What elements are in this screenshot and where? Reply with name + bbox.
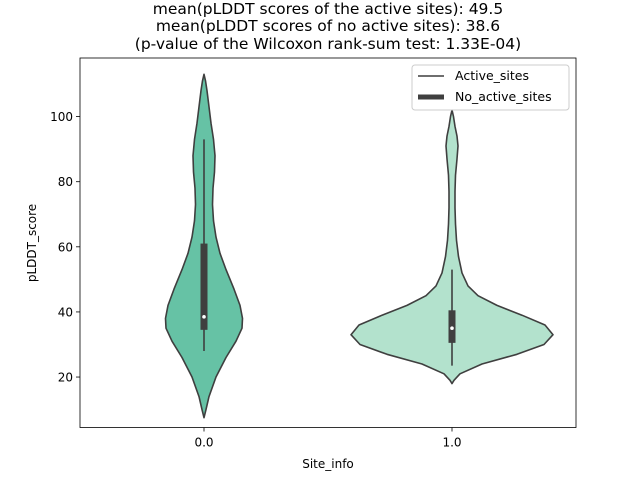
- y-tick-label: 60: [58, 240, 73, 254]
- title-line-1: mean(pLDDT scores of the active sites): …: [153, 0, 503, 18]
- title-line-3: (p-value of the Wilcoxon rank-sum test: …: [135, 35, 521, 53]
- y-axis: 20 40 60 80 100: [50, 110, 80, 385]
- x-tick-label: 0.0: [194, 436, 213, 450]
- y-tick-label: 40: [58, 305, 73, 319]
- violin-layer: [164, 73, 554, 419]
- chart-title: mean(pLDDT scores of the active sites): …: [135, 0, 521, 53]
- x-tick-label: 1.0: [442, 436, 461, 450]
- legend-label-no-active-sites: No_active_sites: [455, 89, 552, 104]
- legend-frame: [411, 64, 570, 111]
- y-tick-label: 100: [50, 110, 73, 124]
- legend: Active_sites No_active_sites: [411, 64, 570, 111]
- x-axis: 0.0 1.0: [194, 427, 462, 450]
- plot-frame: [79, 57, 577, 428]
- violin-iqr-box: [200, 243, 208, 330]
- violin-median: [450, 326, 454, 331]
- y-tick-label: 20: [58, 371, 73, 385]
- legend-label-active-sites: Active_sites: [455, 68, 529, 83]
- title-line-2: mean(pLDDT scores of no active sites): 3…: [156, 17, 500, 35]
- x-axis-label: Site_info: [302, 457, 354, 471]
- y-axis-label: pLDDT_score: [25, 204, 39, 282]
- y-tick-label: 80: [58, 175, 73, 189]
- violin-median: [202, 315, 206, 319]
